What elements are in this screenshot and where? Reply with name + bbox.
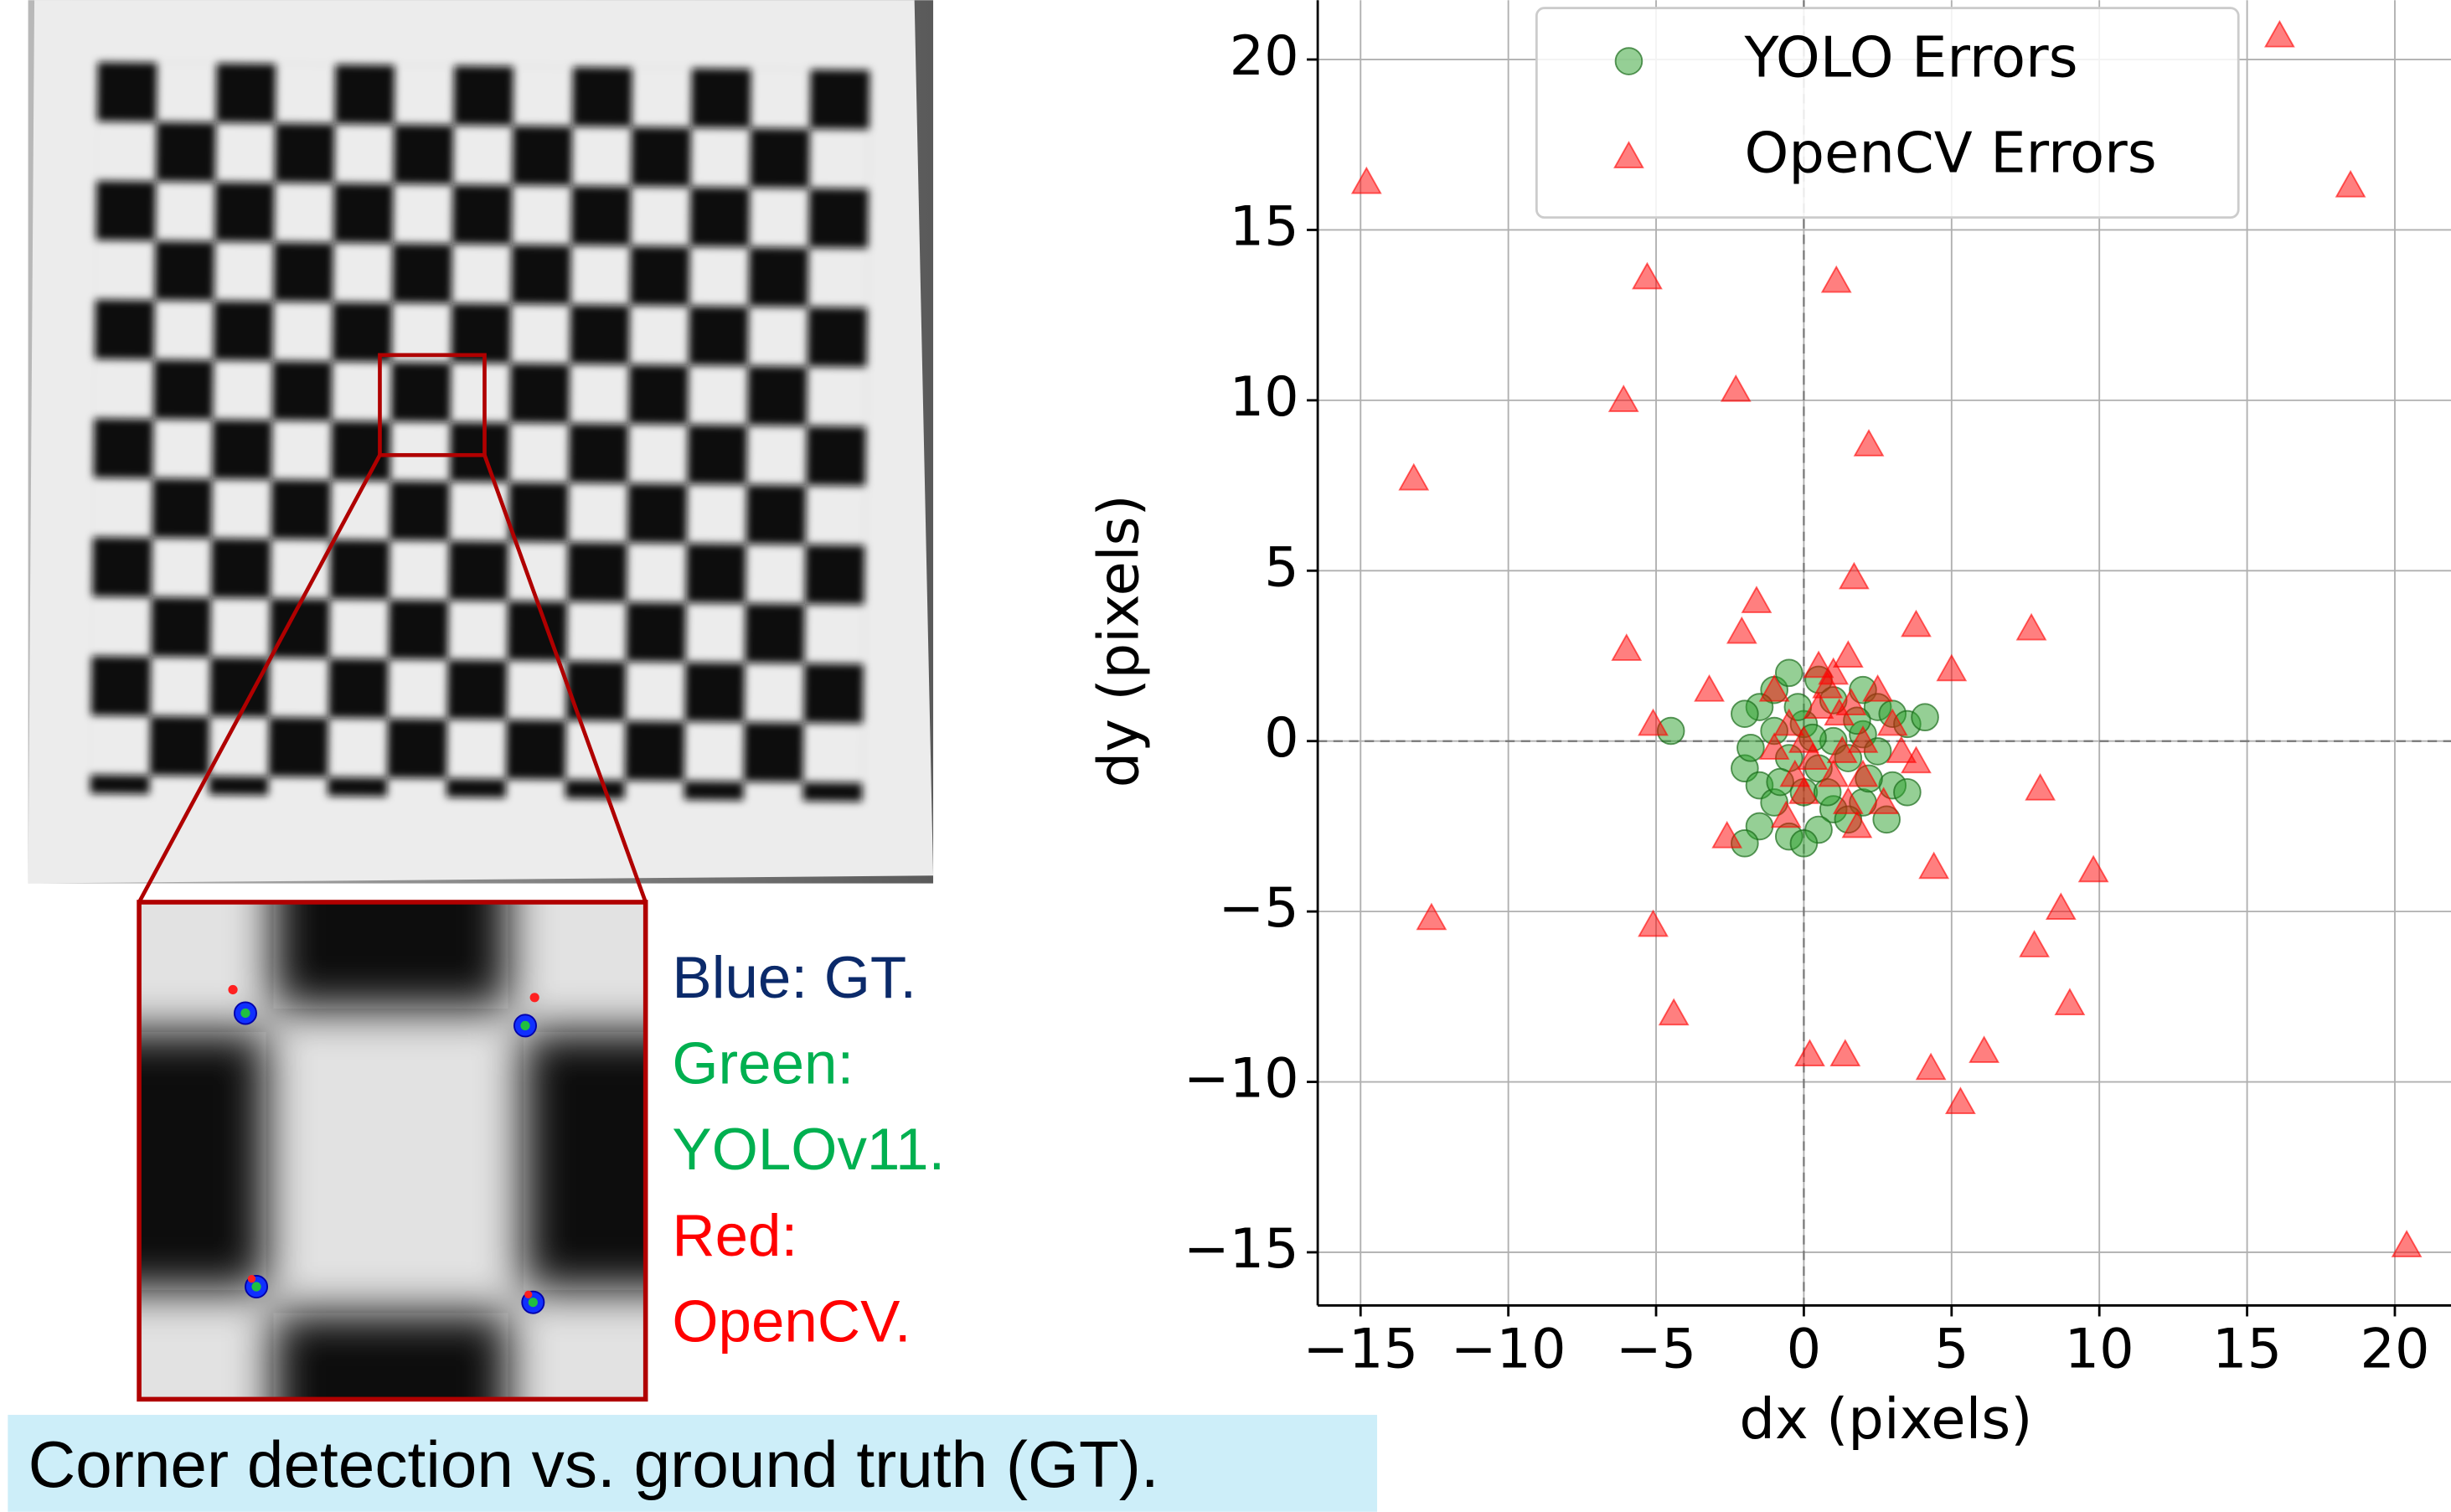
point	[2026, 775, 2055, 800]
point	[1831, 1040, 1860, 1066]
x-tick-label: −15	[1303, 1317, 1418, 1380]
point	[2336, 172, 2365, 197]
key-text: Blue: GT.	[672, 945, 916, 1011]
scatter-plot: −15 −10 −5 0 5 10 15 20 −15 −10 −5 0 5 10 15 20 dx (pixe…	[1086, 0, 2451, 1452]
point	[1612, 635, 1641, 660]
point	[1840, 564, 1869, 589]
zoom-inset	[78, 844, 711, 1469]
point	[2392, 1231, 2421, 1257]
figure: Blue: GT. Green: YOLOv11. Red: OpenCV. C…	[0, 0, 2451, 1512]
point	[1659, 999, 1688, 1024]
y-tick-label: 10	[1230, 365, 1299, 429]
key-text: Green:	[672, 1031, 854, 1097]
point	[1917, 1054, 1945, 1079]
key-text: YOLOv11.	[672, 1117, 945, 1183]
point	[1695, 676, 1724, 701]
point	[2017, 615, 2046, 640]
y-tick-label: 15	[1230, 195, 1299, 259]
y-tick-label: −15	[1184, 1217, 1299, 1281]
point	[1721, 376, 1750, 401]
x-axis-label: dx (pixels)	[1739, 1386, 2032, 1452]
point	[1947, 1088, 1975, 1113]
point	[1920, 853, 1948, 878]
point	[1728, 618, 1757, 643]
point	[1970, 1037, 1999, 1062]
point	[1822, 267, 1850, 292]
point	[1742, 587, 1771, 612]
y-tick-label: 0	[1264, 706, 1299, 770]
point	[1894, 779, 1921, 806]
legend-label: YOLO Errors	[1744, 25, 2078, 90]
key-text: OpenCV.	[672, 1288, 911, 1355]
legend-marker	[1616, 48, 1643, 75]
y-tick-label: −10	[1184, 1047, 1299, 1111]
point	[2266, 22, 2294, 47]
point	[1912, 704, 1938, 730]
point	[1633, 264, 1662, 289]
point	[1353, 168, 1381, 194]
point	[1834, 642, 1863, 667]
x-tick-label: −5	[1616, 1317, 1696, 1380]
x-tick-label: 5	[1934, 1317, 1969, 1380]
point	[2079, 857, 2108, 882]
point	[1902, 612, 1931, 637]
point	[1417, 904, 1446, 929]
x-tick-label: −10	[1451, 1317, 1566, 1380]
y-tick-label: −5	[1218, 876, 1298, 940]
point	[1938, 655, 1966, 680]
point	[1796, 1040, 1824, 1066]
point	[1791, 830, 1818, 857]
y-tick-label: 20	[1230, 24, 1299, 88]
photo	[28, 0, 933, 902]
y-tick-label: 5	[1264, 535, 1299, 599]
point	[1737, 735, 1764, 761]
point	[2056, 989, 2084, 1014]
point	[1400, 465, 1428, 490]
x-tick-label: 15	[2212, 1317, 2282, 1380]
x-tick-label: 0	[1787, 1317, 1822, 1380]
point	[1804, 652, 1833, 677]
point	[2047, 894, 2076, 919]
caption: Corner detection vs. ground truth (GT).	[28, 1427, 1159, 1501]
point	[1731, 700, 1758, 727]
point	[1855, 431, 1883, 456]
point	[1639, 911, 1668, 937]
point	[1609, 386, 1638, 411]
legend-label: OpenCV Errors	[1745, 120, 2157, 185]
y-axis-label: dy (pixels)	[1086, 494, 1151, 787]
x-tick-label: 20	[2360, 1317, 2429, 1380]
x-tick-label: 10	[2065, 1317, 2134, 1380]
point	[1776, 659, 1803, 686]
point	[2020, 931, 2049, 957]
key-text: Red:	[672, 1203, 797, 1269]
